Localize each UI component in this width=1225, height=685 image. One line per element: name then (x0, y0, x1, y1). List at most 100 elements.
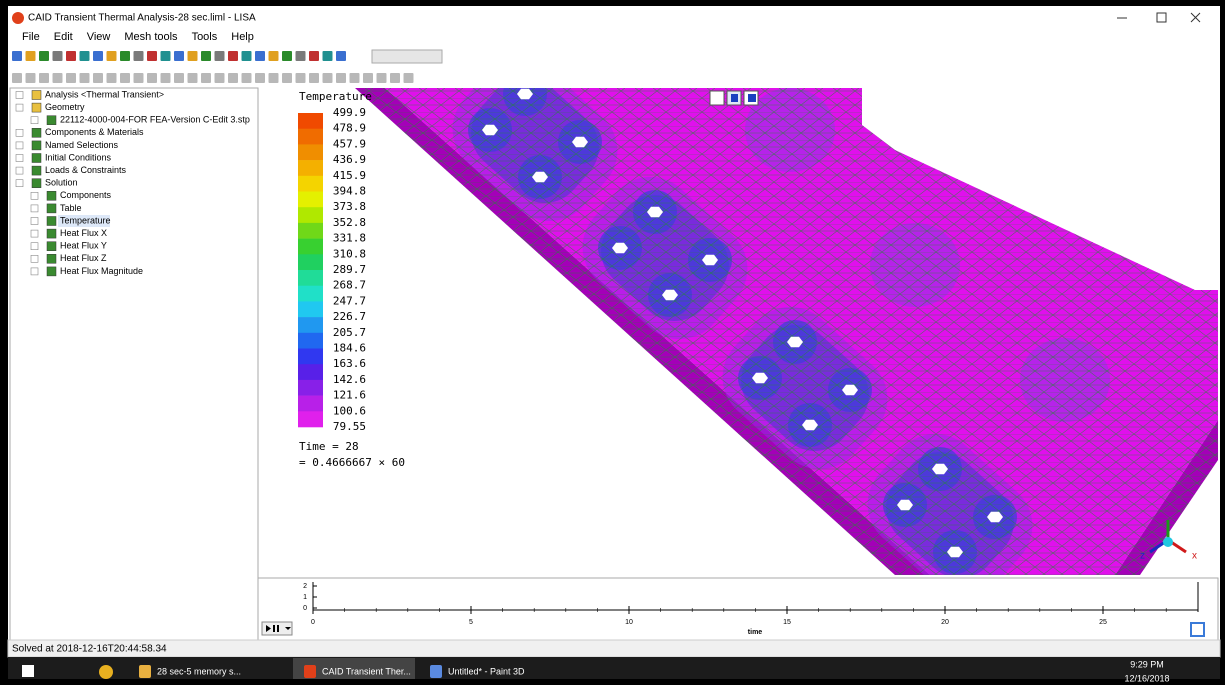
menu-item[interactable]: Tools (192, 31, 218, 43)
toolbar-button[interactable] (282, 51, 292, 61)
toolbar-button[interactable] (215, 73, 225, 83)
tree-node[interactable]: Temperature (60, 215, 111, 225)
tree-expander[interactable] (31, 117, 38, 124)
menu-item[interactable]: File (22, 31, 40, 43)
toolbar-button[interactable] (228, 51, 238, 61)
tree-expander[interactable] (16, 142, 23, 149)
toolbar-button[interactable] (323, 51, 333, 61)
task-item[interactable]: CAID Transient Ther... (322, 666, 411, 676)
toolbar-button[interactable] (296, 51, 306, 61)
toolbar-button[interactable] (390, 73, 400, 83)
toolbar-button[interactable] (215, 51, 225, 61)
toolbar-button[interactable] (161, 73, 171, 83)
menu-item[interactable]: Help (231, 31, 254, 43)
tree-node[interactable]: Heat Flux Z (60, 253, 107, 263)
toolbar-button[interactable] (134, 51, 144, 61)
task-icon[interactable] (430, 665, 442, 678)
toolbar-button[interactable] (269, 73, 279, 83)
toolbar-button[interactable] (66, 73, 76, 83)
toolbar-button[interactable] (242, 51, 252, 61)
toolbar-button[interactable] (404, 73, 414, 83)
toolbar-button[interactable] (188, 51, 198, 61)
tree-expander[interactable] (31, 218, 38, 225)
toolbar-button[interactable] (255, 73, 265, 83)
tree-expander[interactable] (16, 155, 23, 162)
toolbar-button[interactable] (39, 73, 49, 83)
toolbar-button[interactable] (255, 51, 265, 61)
toolbar-button[interactable] (26, 73, 36, 83)
toolbar-button[interactable] (66, 51, 76, 61)
tree-node[interactable]: 22112-4000-004-FOR FEA-Version C-Edit 3.… (60, 115, 250, 125)
toolbar-button[interactable] (120, 51, 130, 61)
tree-expander[interactable] (31, 230, 38, 237)
toolbar-button[interactable] (282, 73, 292, 83)
toolbar-button[interactable] (336, 73, 346, 83)
tree-node[interactable]: Table (60, 203, 82, 213)
toolbar-button[interactable] (26, 51, 36, 61)
toolbar-button[interactable] (363, 73, 373, 83)
toolbar-button[interactable] (12, 51, 22, 61)
tree-node[interactable]: Geometry (45, 102, 85, 112)
toolbar-button[interactable] (309, 51, 319, 61)
tree-node[interactable]: Heat Flux Y (60, 241, 107, 251)
tree-expander[interactable] (31, 243, 38, 250)
tree-node[interactable]: Components (60, 190, 112, 200)
menu-item[interactable]: Mesh tools (124, 31, 178, 43)
toolbar-button[interactable] (107, 73, 117, 83)
toolbar-button[interactable] (39, 51, 49, 61)
task-item[interactable]: 28 sec-5 memory s... (157, 666, 241, 676)
toolbar-button[interactable] (174, 73, 184, 83)
toolbar-button[interactable] (93, 73, 103, 83)
tree-expander[interactable] (31, 205, 38, 212)
play-button[interactable] (262, 622, 292, 635)
task-icon[interactable] (139, 665, 151, 678)
tree-node[interactable]: Heat Flux X (60, 228, 107, 238)
tree-node[interactable]: Components & Materials (45, 127, 144, 137)
task-item[interactable]: Untitled* - Paint 3D (448, 666, 525, 676)
toolbar-button[interactable] (269, 51, 279, 61)
toolbar-button[interactable] (93, 51, 103, 61)
chrome-icon[interactable] (99, 665, 113, 679)
start-button[interactable] (22, 665, 34, 677)
toolbar-button[interactable] (201, 51, 211, 61)
toolbar-button[interactable] (147, 73, 157, 83)
toolbar-button[interactable] (147, 51, 157, 61)
toolbar-scroll[interactable] (372, 50, 442, 63)
toolbar-button[interactable] (377, 73, 387, 83)
toolbar-button[interactable] (296, 73, 306, 83)
toolbar-button[interactable] (107, 51, 117, 61)
toolbar-button[interactable] (12, 73, 22, 83)
tree-node[interactable]: Heat Flux Magnitude (60, 266, 143, 276)
toolbar-button[interactable] (53, 51, 63, 61)
tree-expander[interactable] (31, 255, 38, 262)
menu-item[interactable]: View (87, 31, 111, 43)
tree-node[interactable]: Analysis <Thermal Transient> (45, 89, 164, 99)
tree-node[interactable]: Initial Conditions (45, 152, 112, 162)
toolbar-button[interactable] (53, 73, 63, 83)
tree-expander[interactable] (16, 104, 23, 111)
toolbar-button[interactable] (120, 73, 130, 83)
toolbar-button[interactable] (309, 73, 319, 83)
tree-expander[interactable] (16, 92, 23, 99)
toolbar-button[interactable] (242, 73, 252, 83)
tree-expander[interactable] (16, 129, 23, 136)
menu-item[interactable]: Edit (54, 31, 73, 43)
tree-expander[interactable] (31, 268, 38, 275)
toolbar-button[interactable] (323, 73, 333, 83)
tree-expander[interactable] (16, 180, 23, 187)
toolbar-button[interactable] (188, 73, 198, 83)
toolbar-button[interactable] (80, 73, 90, 83)
toolbar-button[interactable] (336, 51, 346, 61)
toolbar-button[interactable] (228, 73, 238, 83)
tree-node[interactable]: Loads & Constraints (45, 165, 127, 175)
toolbar-button[interactable] (201, 73, 211, 83)
toolbar-button[interactable] (161, 51, 171, 61)
tree-node[interactable]: Named Selections (45, 140, 119, 150)
toolbar-button[interactable] (174, 51, 184, 61)
task-icon[interactable] (304, 665, 316, 678)
toolbar-button[interactable] (134, 73, 144, 83)
view-buttons[interactable] (710, 91, 758, 105)
tree-node[interactable]: Solution (45, 178, 78, 188)
tree-expander[interactable] (16, 167, 23, 174)
toolbar-button[interactable] (350, 73, 360, 83)
